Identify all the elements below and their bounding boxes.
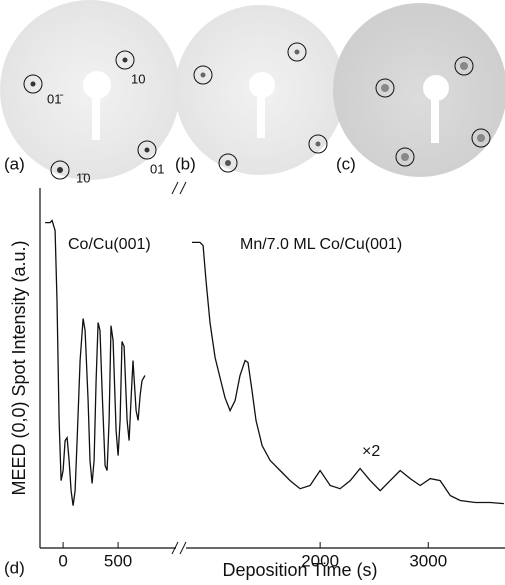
- annotation: ×2: [362, 443, 380, 460]
- axis-break: [171, 541, 179, 555]
- x-tick-label: 2000: [301, 551, 339, 570]
- data-line: [45, 219, 146, 506]
- axis-break: [179, 181, 187, 195]
- diffraction-a: [0, 0, 180, 180]
- spot-label: 01: [150, 161, 164, 176]
- x-axis-label: Deposition Time (s): [222, 560, 377, 580]
- panel-label: (d): [4, 558, 25, 577]
- diffraction-c: [333, 3, 505, 177]
- y-axis-label: MEED (0,0) Spot Intensity (a.u.): [9, 240, 29, 495]
- plot: [39, 181, 505, 555]
- spot-label: 01̄: [47, 91, 63, 106]
- x-tick-label: 500: [104, 551, 132, 570]
- axis-break: [179, 541, 187, 555]
- spot-label: 1̄0: [76, 170, 90, 185]
- data-line: [192, 241, 504, 505]
- panel-label: (c): [336, 154, 356, 173]
- annotation: Mn/7.0 ML Co/Cu(001): [240, 236, 402, 253]
- x-tick-label: 3000: [409, 551, 447, 570]
- spot-label: 10: [131, 71, 145, 86]
- axis-break: [171, 181, 179, 195]
- x-tick-label: 0: [58, 551, 67, 570]
- annotation: Co/Cu(001): [68, 236, 151, 253]
- diffraction-b: [175, 5, 345, 175]
- panel-label: (b): [175, 154, 196, 173]
- panel-label: (a): [4, 154, 25, 173]
